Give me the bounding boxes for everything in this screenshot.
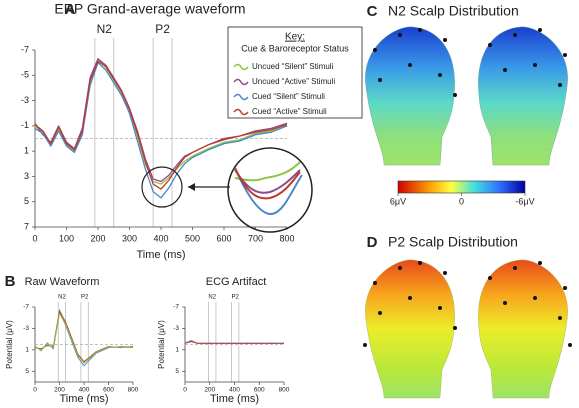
x-tick-label: 700 <box>248 233 263 243</box>
x-tick-label: 800 <box>128 387 139 394</box>
chart-title: ECG Artifact <box>206 276 267 288</box>
x-tick-label: 600 <box>103 387 114 394</box>
window-label: N2 <box>58 295 66 301</box>
x-tick-label: 400 <box>153 233 168 243</box>
y-tick-label: 1 <box>175 347 179 354</box>
legend-title: Key: <box>285 32 305 43</box>
legend-label: Uncued “Active” Stimuli <box>252 77 335 86</box>
x-tick-label: 100 <box>59 233 74 243</box>
legend-label: Cued “Active” Stimuli <box>252 107 327 116</box>
scalp-heads-p2 <box>364 259 569 399</box>
y-tick-label: 3 <box>24 171 29 181</box>
legend-box <box>227 26 363 119</box>
x-tick-label: 200 <box>204 387 215 394</box>
y-tick-label: 1 <box>24 146 29 156</box>
x-tick-label: 500 <box>185 233 200 243</box>
series-line <box>34 61 288 199</box>
colorbar-label: 6μV <box>390 196 406 206</box>
electrodes <box>363 28 572 347</box>
y-axis-label: Potential (μV) <box>5 320 14 369</box>
y-tick-label: -3 <box>173 325 179 332</box>
scalp-heads-n2 <box>364 26 569 166</box>
y-tick-label: 5 <box>25 368 29 375</box>
window-label: P2 <box>231 295 239 301</box>
colorbar-label: 0 <box>459 196 464 206</box>
window-label: P2 <box>81 295 89 301</box>
x-tick-label: 600 <box>254 387 265 394</box>
y-tick-label: -7 <box>21 44 29 54</box>
y-tick-label: -3 <box>23 325 29 332</box>
colorbar <box>397 180 526 194</box>
panel-letter: A <box>65 1 76 18</box>
chart-title: ERP Grand-average waveform <box>54 1 245 17</box>
x-axis-label: Time (ms) <box>59 393 108 405</box>
series-line <box>34 311 134 367</box>
legend-swatch <box>233 108 249 116</box>
window-label: P2 <box>155 22 170 36</box>
legend-subtitle: Cue & Baroreceptor Status <box>241 43 349 53</box>
x-tick-label: 0 <box>183 387 187 394</box>
x-tick-label: 200 <box>54 387 65 394</box>
x-tick-label: 200 <box>90 233 105 243</box>
y-tick-label: 5 <box>175 368 179 375</box>
chart-title: Raw Waveform <box>25 276 100 288</box>
x-tick-label: 0 <box>32 233 37 243</box>
map-title: P2 Scalp Distribution <box>388 234 518 250</box>
legend-swatch <box>233 63 249 71</box>
series-line <box>34 309 133 364</box>
x-tick-label: 400 <box>79 387 90 394</box>
zoom-inset <box>141 147 313 233</box>
colorbar-label: -6μV <box>515 196 534 206</box>
x-tick-label: 800 <box>279 233 294 243</box>
x-tick-label: 800 <box>279 387 290 394</box>
x-axis-label: Time (ms) <box>210 393 259 405</box>
series-line <box>34 58 288 183</box>
legend-label: Cued “Silent” Stimuli <box>252 92 325 101</box>
x-tick-label: 600 <box>216 233 231 243</box>
y-tick-label: 5 <box>24 196 29 206</box>
legend-label: Uncued “Silent” Stimuli <box>252 62 334 71</box>
y-tick-label: 7 <box>24 221 29 231</box>
series-line <box>34 60 288 190</box>
panel-letter: B <box>5 273 16 290</box>
panel-letter: C <box>367 3 378 20</box>
x-axis-label: Time (ms) <box>136 249 185 261</box>
x-tick-label: 400 <box>229 387 240 394</box>
series-line <box>34 59 288 185</box>
window-label: N2 <box>97 22 113 36</box>
y-tick-label: -5 <box>21 70 29 80</box>
x-tick-label: 0 <box>33 387 37 394</box>
legend-swatch <box>233 78 249 86</box>
x-tick-label: 300 <box>122 233 137 243</box>
map-title: N2 Scalp Distribution <box>388 3 519 19</box>
y-tick-label: -3 <box>21 95 29 105</box>
y-tick-label: -7 <box>23 304 29 311</box>
series-line <box>34 312 134 364</box>
y-tick-label: -7 <box>173 304 179 311</box>
window-label: N2 <box>208 295 216 301</box>
y-axis-label: Potential (μV) <box>157 320 166 369</box>
y-tick-label: 1 <box>25 347 29 354</box>
legend-swatch <box>233 93 249 101</box>
panel-letter: D <box>367 234 378 251</box>
series-line <box>184 340 284 344</box>
y-tick-label: -1 <box>21 120 29 130</box>
series-line <box>34 310 134 363</box>
